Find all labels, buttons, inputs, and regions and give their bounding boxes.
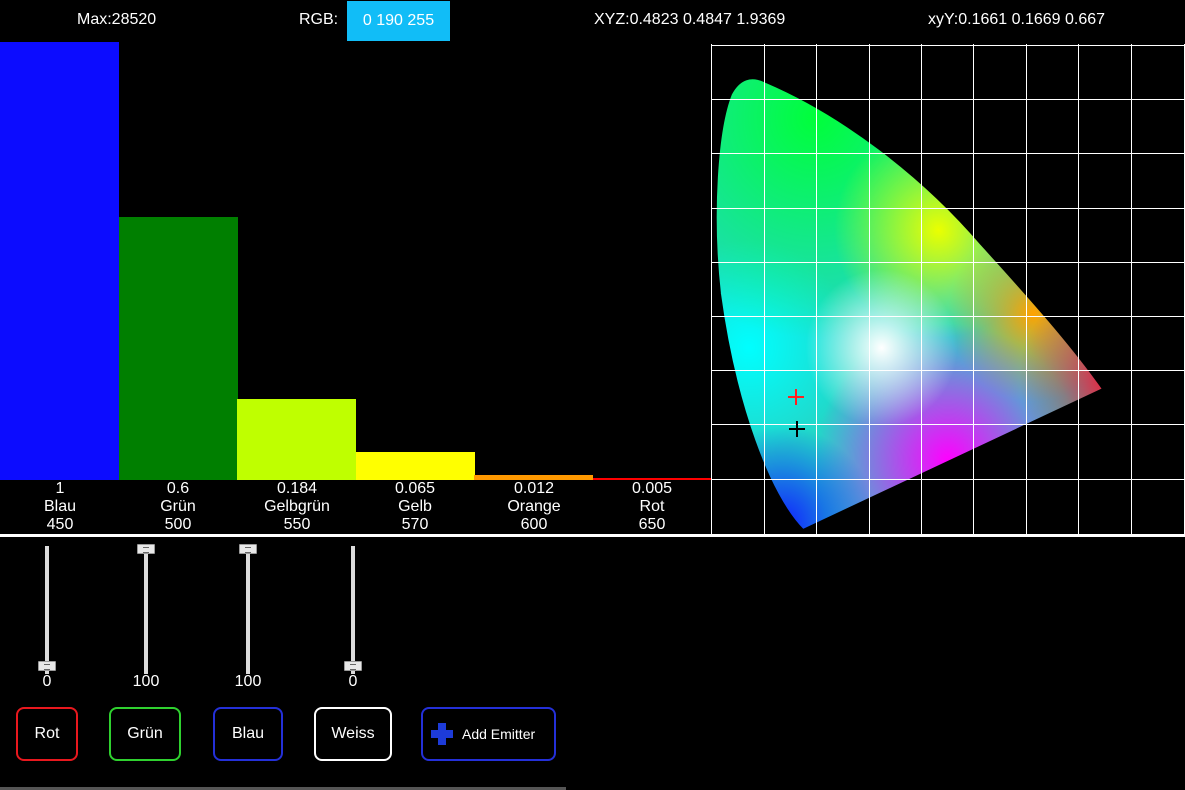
slider-track bbox=[246, 546, 250, 674]
current-marker-icon bbox=[789, 421, 805, 437]
spectrum-bar-gelb bbox=[356, 452, 475, 480]
add-emitter-button[interactable]: Add Emitter bbox=[421, 707, 556, 761]
bar-wavelength: 500 bbox=[164, 516, 192, 533]
slider-blau[interactable] bbox=[236, 544, 260, 694]
emitter-rot-button[interactable]: Rot bbox=[16, 707, 78, 761]
slider-thumb-weiss[interactable] bbox=[344, 661, 362, 671]
spectrum-bar-orange bbox=[474, 475, 593, 480]
bar-value: 0.065 bbox=[394, 480, 436, 497]
bar-name: Grün bbox=[160, 498, 196, 515]
bar-wavelength: 450 bbox=[46, 516, 74, 533]
bar-label-blau: 1 Blau 450 bbox=[1, 480, 119, 534]
bar-label-gruen: 0.6 Grün 500 bbox=[119, 480, 237, 534]
rgb-label: RGB: bbox=[299, 11, 339, 28]
slider-thumb-rot[interactable] bbox=[38, 661, 56, 671]
slider-thumb-gruen[interactable] bbox=[137, 544, 155, 554]
bar-name: Orange bbox=[507, 498, 561, 515]
cie-grid bbox=[711, 44, 1185, 534]
slider-value-gruen: 100 bbox=[132, 673, 160, 690]
emitter-blau-button[interactable]: Blau bbox=[213, 707, 283, 761]
slider-track bbox=[144, 546, 148, 674]
bar-name: Gelbgrün bbox=[264, 498, 330, 515]
bar-label-gelb: 0.065 Gelb 570 bbox=[356, 480, 474, 534]
bar-label-orange: 0.012 Orange 600 bbox=[475, 480, 593, 534]
bar-label-rot: 0.005 Rot 650 bbox=[593, 480, 711, 534]
bar-value: 0.184 bbox=[276, 480, 318, 497]
spectrum-bar-rot bbox=[593, 478, 712, 480]
slider-track bbox=[351, 546, 355, 674]
target-marker-icon bbox=[788, 389, 804, 405]
emitter-gruen-button[interactable]: Grün bbox=[109, 707, 181, 761]
emitter-weiss-button[interactable]: Weiss bbox=[314, 707, 392, 761]
bar-name: Blau bbox=[43, 498, 77, 515]
max-readout: Max:28520 bbox=[77, 11, 157, 28]
slider-rot[interactable] bbox=[35, 544, 59, 694]
spectrum-chart bbox=[0, 42, 712, 480]
bar-name: Gelb bbox=[398, 498, 432, 515]
add-emitter-label: Add Emitter bbox=[462, 726, 536, 742]
bar-wavelength: 550 bbox=[283, 516, 311, 533]
bar-label-gelbgruen: 0.184 Gelbgrün 550 bbox=[238, 480, 356, 534]
bar-value: 0.005 bbox=[631, 480, 673, 497]
bottom-edge-line bbox=[0, 787, 566, 790]
bar-wavelength: 600 bbox=[520, 516, 548, 533]
spectrum-bar-blau bbox=[0, 42, 119, 480]
bar-name: Rot bbox=[639, 498, 665, 515]
slider-track bbox=[45, 546, 49, 674]
slider-thumb-blau[interactable] bbox=[239, 544, 257, 554]
cie-diagram-panel[interactable] bbox=[711, 44, 1185, 534]
slider-weiss[interactable] bbox=[341, 544, 365, 694]
xyy-readout: xyY:0.1661 0.1669 0.667 bbox=[928, 11, 1106, 28]
header-bar: Max:28520 RGB: 0 190 255 XYZ:0.4823 0.48… bbox=[0, 0, 1185, 42]
cie-chromaticity-icon bbox=[711, 44, 1185, 534]
xyz-readout: XYZ:0.4823 0.4847 1.9369 bbox=[594, 11, 786, 28]
bar-wavelength: 570 bbox=[401, 516, 429, 533]
plus-icon bbox=[431, 723, 453, 745]
bar-value: 0.012 bbox=[513, 480, 555, 497]
panel-divider bbox=[0, 534, 1185, 537]
slider-gruen[interactable] bbox=[134, 544, 158, 694]
slider-value-rot: 0 bbox=[42, 673, 52, 690]
spectrum-bar-gelbgruen bbox=[237, 399, 356, 480]
bar-value: 1 bbox=[55, 480, 65, 497]
slider-value-weiss: 0 bbox=[348, 673, 358, 690]
slider-value-blau: 100 bbox=[234, 673, 262, 690]
rgb-value-box: 0 190 255 bbox=[347, 1, 450, 41]
bar-wavelength: 650 bbox=[638, 516, 666, 533]
bar-value: 0.6 bbox=[166, 480, 190, 497]
spectrum-bar-gruen bbox=[119, 217, 238, 480]
